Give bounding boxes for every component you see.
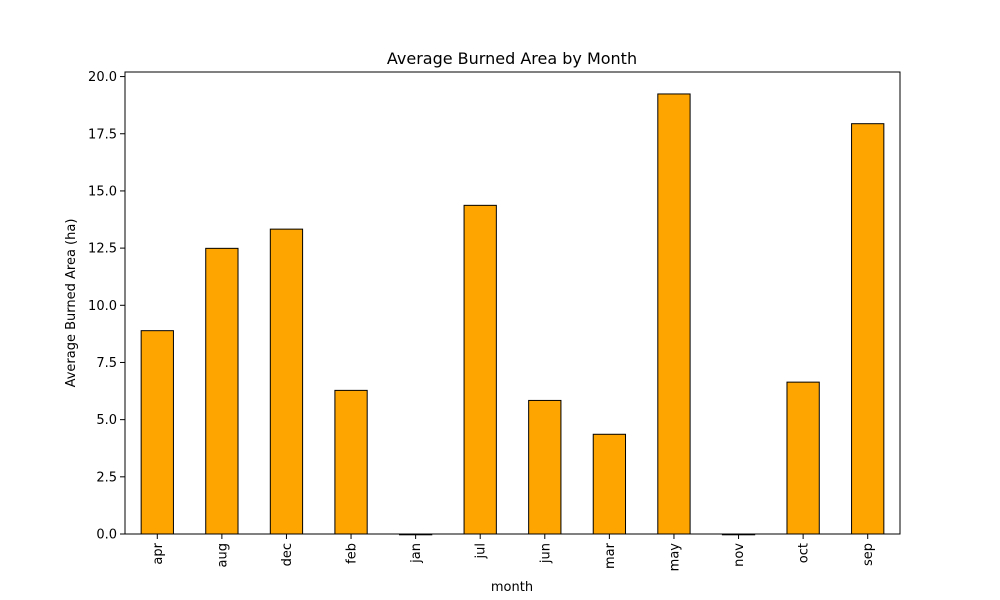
y-tick-label: 0.0 — [96, 528, 117, 543]
plot-frame — [124, 71, 901, 535]
bar-feb — [334, 389, 368, 535]
y-tick-label: 2.5 — [96, 470, 117, 485]
x-tick-label: nov — [732, 543, 747, 567]
bar-apr — [140, 330, 174, 535]
x-tick-label: oct — [797, 543, 812, 563]
x-tick-label: jan — [409, 543, 424, 564]
x-tick-label: mar — [603, 542, 618, 569]
x-tick-label: jul — [474, 543, 489, 559]
y-tick-label: 17.5 — [88, 127, 117, 142]
chart-title: Average Burned Area by Month — [387, 49, 637, 68]
x-tick-label: dec — [280, 543, 295, 566]
y-tick-label: 12.5 — [88, 242, 117, 257]
bar-aug — [205, 247, 239, 535]
x-tick-label: feb — [345, 543, 360, 564]
plot-area: 0.0 2.5 5.0 7.5 10.0 12.5 15.0 17.5 20.0 apr aug de… — [88, 70, 901, 572]
bar-sep — [851, 123, 885, 535]
y-tick-label: 15.0 — [88, 184, 117, 199]
y-axis-label: Average Burned Area (ha) — [64, 219, 79, 388]
y-tick-label: 7.5 — [96, 356, 117, 371]
x-tick-label: apr — [151, 542, 166, 564]
x-axis-label: month — [491, 580, 533, 595]
bar-jun — [528, 399, 562, 535]
bar-jul — [463, 204, 497, 535]
x-tick-label: sep — [861, 543, 876, 566]
y-tick-label: 20.0 — [88, 70, 117, 85]
bar-dec — [269, 228, 304, 535]
x-tick-label: jun — [538, 543, 553, 564]
x-tick-label: aug — [215, 543, 230, 567]
bar-oct — [786, 381, 820, 535]
bar-mar — [592, 433, 627, 535]
bar-may — [657, 93, 691, 535]
y-tick-label: 5.0 — [96, 413, 117, 428]
y-tick-label: 10.0 — [88, 299, 117, 314]
x-tick-label: may — [667, 543, 682, 572]
